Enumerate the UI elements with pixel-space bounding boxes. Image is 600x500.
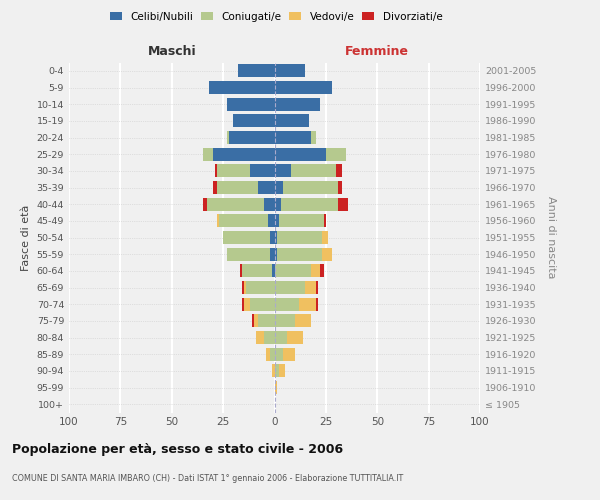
Bar [299, 298, 316, 310]
Bar [275, 131, 311, 144]
Bar [219, 214, 268, 228]
Bar [227, 98, 275, 110]
Bar [244, 298, 250, 310]
Bar [244, 281, 246, 294]
Bar [252, 314, 254, 328]
Bar [271, 248, 275, 260]
Text: Popolazione per età, sesso e stato civile - 2006: Popolazione per età, sesso e stato civil… [12, 442, 343, 456]
Text: COMUNE DI SANTA MARIA IMBARO (CH) - Dati ISTAT 1° gennaio 2006 - Elaborazione TU: COMUNE DI SANTA MARIA IMBARO (CH) - Dati… [12, 474, 403, 483]
Bar [242, 298, 244, 310]
Bar [264, 198, 275, 210]
Bar [338, 198, 349, 210]
Bar [275, 281, 305, 294]
Bar [275, 248, 277, 260]
Bar [275, 181, 283, 194]
Bar [275, 164, 291, 177]
Bar [305, 281, 316, 294]
Bar [316, 298, 317, 310]
Bar [275, 264, 311, 278]
Bar [324, 214, 326, 228]
Bar [233, 114, 275, 128]
Bar [272, 364, 275, 378]
Bar [275, 114, 310, 128]
Bar [322, 231, 328, 244]
Bar [271, 348, 275, 360]
Bar [316, 281, 317, 294]
Bar [295, 314, 311, 328]
Bar [242, 264, 272, 278]
Bar [311, 131, 316, 144]
Bar [275, 314, 295, 328]
Bar [266, 348, 271, 360]
Bar [264, 331, 275, 344]
Bar [275, 214, 278, 228]
Bar [283, 181, 338, 194]
Bar [217, 214, 219, 228]
Bar [268, 214, 275, 228]
Bar [238, 64, 275, 78]
Bar [217, 181, 258, 194]
Bar [209, 81, 275, 94]
Bar [338, 181, 343, 194]
Bar [320, 264, 324, 278]
Bar [271, 231, 275, 244]
Bar [275, 64, 305, 78]
Bar [277, 231, 322, 244]
Bar [336, 164, 343, 177]
Bar [275, 381, 277, 394]
Bar [275, 231, 277, 244]
Y-axis label: Fasce di età: Fasce di età [21, 204, 31, 270]
Bar [272, 264, 275, 278]
Bar [242, 281, 244, 294]
Bar [311, 264, 320, 278]
Bar [275, 331, 287, 344]
Bar [275, 98, 320, 110]
Bar [258, 314, 275, 328]
Bar [203, 198, 206, 210]
Bar [213, 181, 217, 194]
Bar [217, 164, 250, 177]
Bar [258, 181, 275, 194]
Bar [322, 248, 332, 260]
Bar [281, 198, 338, 210]
Bar [246, 281, 275, 294]
Text: Femmine: Femmine [345, 46, 409, 59]
Y-axis label: Anni di nascita: Anni di nascita [546, 196, 556, 278]
Bar [287, 331, 303, 344]
Bar [206, 198, 264, 210]
Bar [275, 81, 332, 94]
Bar [229, 131, 275, 144]
Bar [275, 364, 278, 378]
Bar [275, 198, 281, 210]
Bar [227, 131, 229, 144]
Bar [275, 148, 326, 160]
Bar [278, 364, 285, 378]
Bar [227, 248, 271, 260]
Bar [223, 231, 271, 244]
Bar [215, 164, 217, 177]
Bar [250, 164, 275, 177]
Legend: Celibi/Nubili, Coniugati/e, Vedovi/e, Divorziati/e: Celibi/Nubili, Coniugati/e, Vedovi/e, Di… [106, 8, 446, 26]
Bar [326, 148, 346, 160]
Bar [239, 264, 242, 278]
Bar [291, 164, 336, 177]
Bar [203, 148, 213, 160]
Bar [250, 298, 275, 310]
Bar [275, 298, 299, 310]
Bar [283, 348, 295, 360]
Bar [277, 248, 322, 260]
Bar [213, 148, 275, 160]
Bar [256, 331, 264, 344]
Bar [275, 348, 283, 360]
Bar [254, 314, 258, 328]
Bar [278, 214, 324, 228]
Text: Maschi: Maschi [148, 46, 196, 59]
